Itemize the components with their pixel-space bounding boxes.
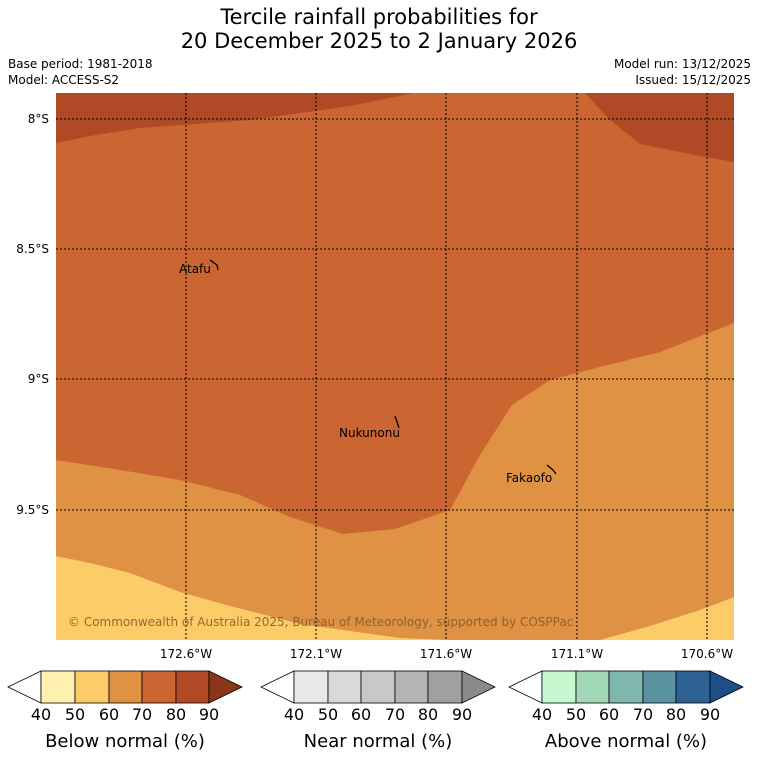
legend-near-tick: 50 [318, 705, 338, 724]
legend-above-tick: 70 [633, 705, 653, 724]
fakaofo-outline [546, 464, 557, 475]
zone-below-70-top-right [585, 93, 734, 162]
place-label-fakaofo: Fakaofo [506, 471, 552, 485]
legend-near-tick: 90 [452, 705, 472, 724]
island-outlines [209, 259, 557, 475]
legend-above-bin-5 [675, 670, 711, 704]
legend-near-tick: 40 [284, 705, 304, 724]
legend-below-arrow-left [7, 670, 42, 704]
legend-near-title: Near normal (%) [304, 731, 453, 752]
legend-below-tick: 80 [166, 705, 186, 724]
zone-below-70-top-left [56, 93, 414, 143]
copyright-notice: © Commonwealth of Australia 2025, Bureau… [68, 615, 573, 629]
legend-near-bin-5 [427, 670, 463, 704]
lat-label-9s: 9°S [28, 372, 49, 386]
legend-below-tick: 40 [31, 705, 51, 724]
legend-near-bin-4 [394, 670, 429, 704]
legend-near-bin-2 [327, 670, 362, 704]
legend-above-bin-1 [541, 670, 577, 704]
legend-below-bin-3 [108, 670, 143, 704]
legend-below-bin-2 [74, 670, 110, 704]
legend-near-tick: 70 [385, 705, 405, 724]
lat-label-9-5s: 9.5°S [16, 503, 49, 517]
lat-label-8s: 8°S [28, 112, 49, 126]
legend-near-bin-1 [293, 670, 329, 704]
legend-below-bin-1 [40, 670, 76, 704]
atafu-outline [209, 259, 219, 271]
lon-label-171-1w: 171.1°W [551, 647, 603, 661]
map-title-line1: Tercile rainfall probabilities for [220, 5, 538, 29]
nukunonu-outline [394, 415, 400, 429]
legend-near-normal: 40 50 60 70 80 90 Near normal (%) [260, 670, 496, 752]
legend-above-title: Above normal (%) [545, 731, 707, 752]
legend-below-normal: 40 50 60 70 80 90 Below normal (%) [7, 670, 243, 752]
legend-near-bin-3 [360, 670, 396, 704]
legend-below-tick: 70 [132, 705, 152, 724]
base-period: Base period: 1981-2018 [8, 57, 153, 71]
legend-above-tick: 40 [532, 705, 552, 724]
legend-above-arrow-right [709, 670, 744, 704]
legend-above-tick: 80 [666, 705, 686, 724]
legend-below-title: Below normal (%) [45, 731, 205, 752]
legend-below-tick: 60 [99, 705, 119, 724]
zone-below-40-right [600, 597, 734, 640]
lon-label-171-6w: 171.6°W [420, 647, 472, 661]
model-run: Model run: 13/12/2025 [613, 57, 751, 71]
legend-below-bin-5 [175, 670, 210, 704]
legend-near-tick: 80 [418, 705, 438, 724]
legend-above-bin-4 [642, 670, 677, 704]
map-title-line2: 20 December 2025 to 2 January 2026 [180, 29, 578, 53]
legend-above-tick: 60 [599, 705, 619, 724]
legend-near-arrow-right [461, 670, 496, 704]
legend-above-tick: 50 [566, 705, 586, 724]
issued-date: Issued: 15/12/2025 [635, 73, 751, 87]
legend-below-arrow-right [208, 670, 243, 704]
model-name: Model: ACCESS-S2 [8, 73, 120, 87]
lon-label-170-6w: 170.6°W [681, 647, 733, 661]
legend-below-tick: 50 [65, 705, 85, 724]
legend-above-normal: 40 50 60 70 80 90 Above normal (%) [508, 670, 744, 752]
legend-near-tick: 60 [351, 705, 371, 724]
legend-below-tick: 90 [199, 705, 219, 724]
legend-near-arrow-left [260, 670, 295, 704]
zone-below-50 [56, 323, 734, 640]
place-label-atafu: Atafu [179, 262, 211, 276]
legend-above-arrow-left [508, 670, 543, 704]
legend-above-bin-3 [608, 670, 644, 704]
probability-map: Atafu Nukunonu Fakaofo © Commonwealth of… [56, 93, 734, 640]
grid-lines [56, 93, 734, 640]
lon-label-172-1w: 172.1°W [290, 647, 342, 661]
place-label-nukunonu: Nukunonu [339, 426, 400, 440]
legend-below-bin-4 [141, 670, 177, 704]
legend-above-tick: 90 [700, 705, 720, 724]
lat-label-8-5s: 8.5°S [16, 242, 49, 256]
legend-above-bin-2 [575, 670, 610, 704]
lon-label-172-6w: 172.6°W [160, 647, 212, 661]
zone-below-40 [56, 556, 450, 640]
